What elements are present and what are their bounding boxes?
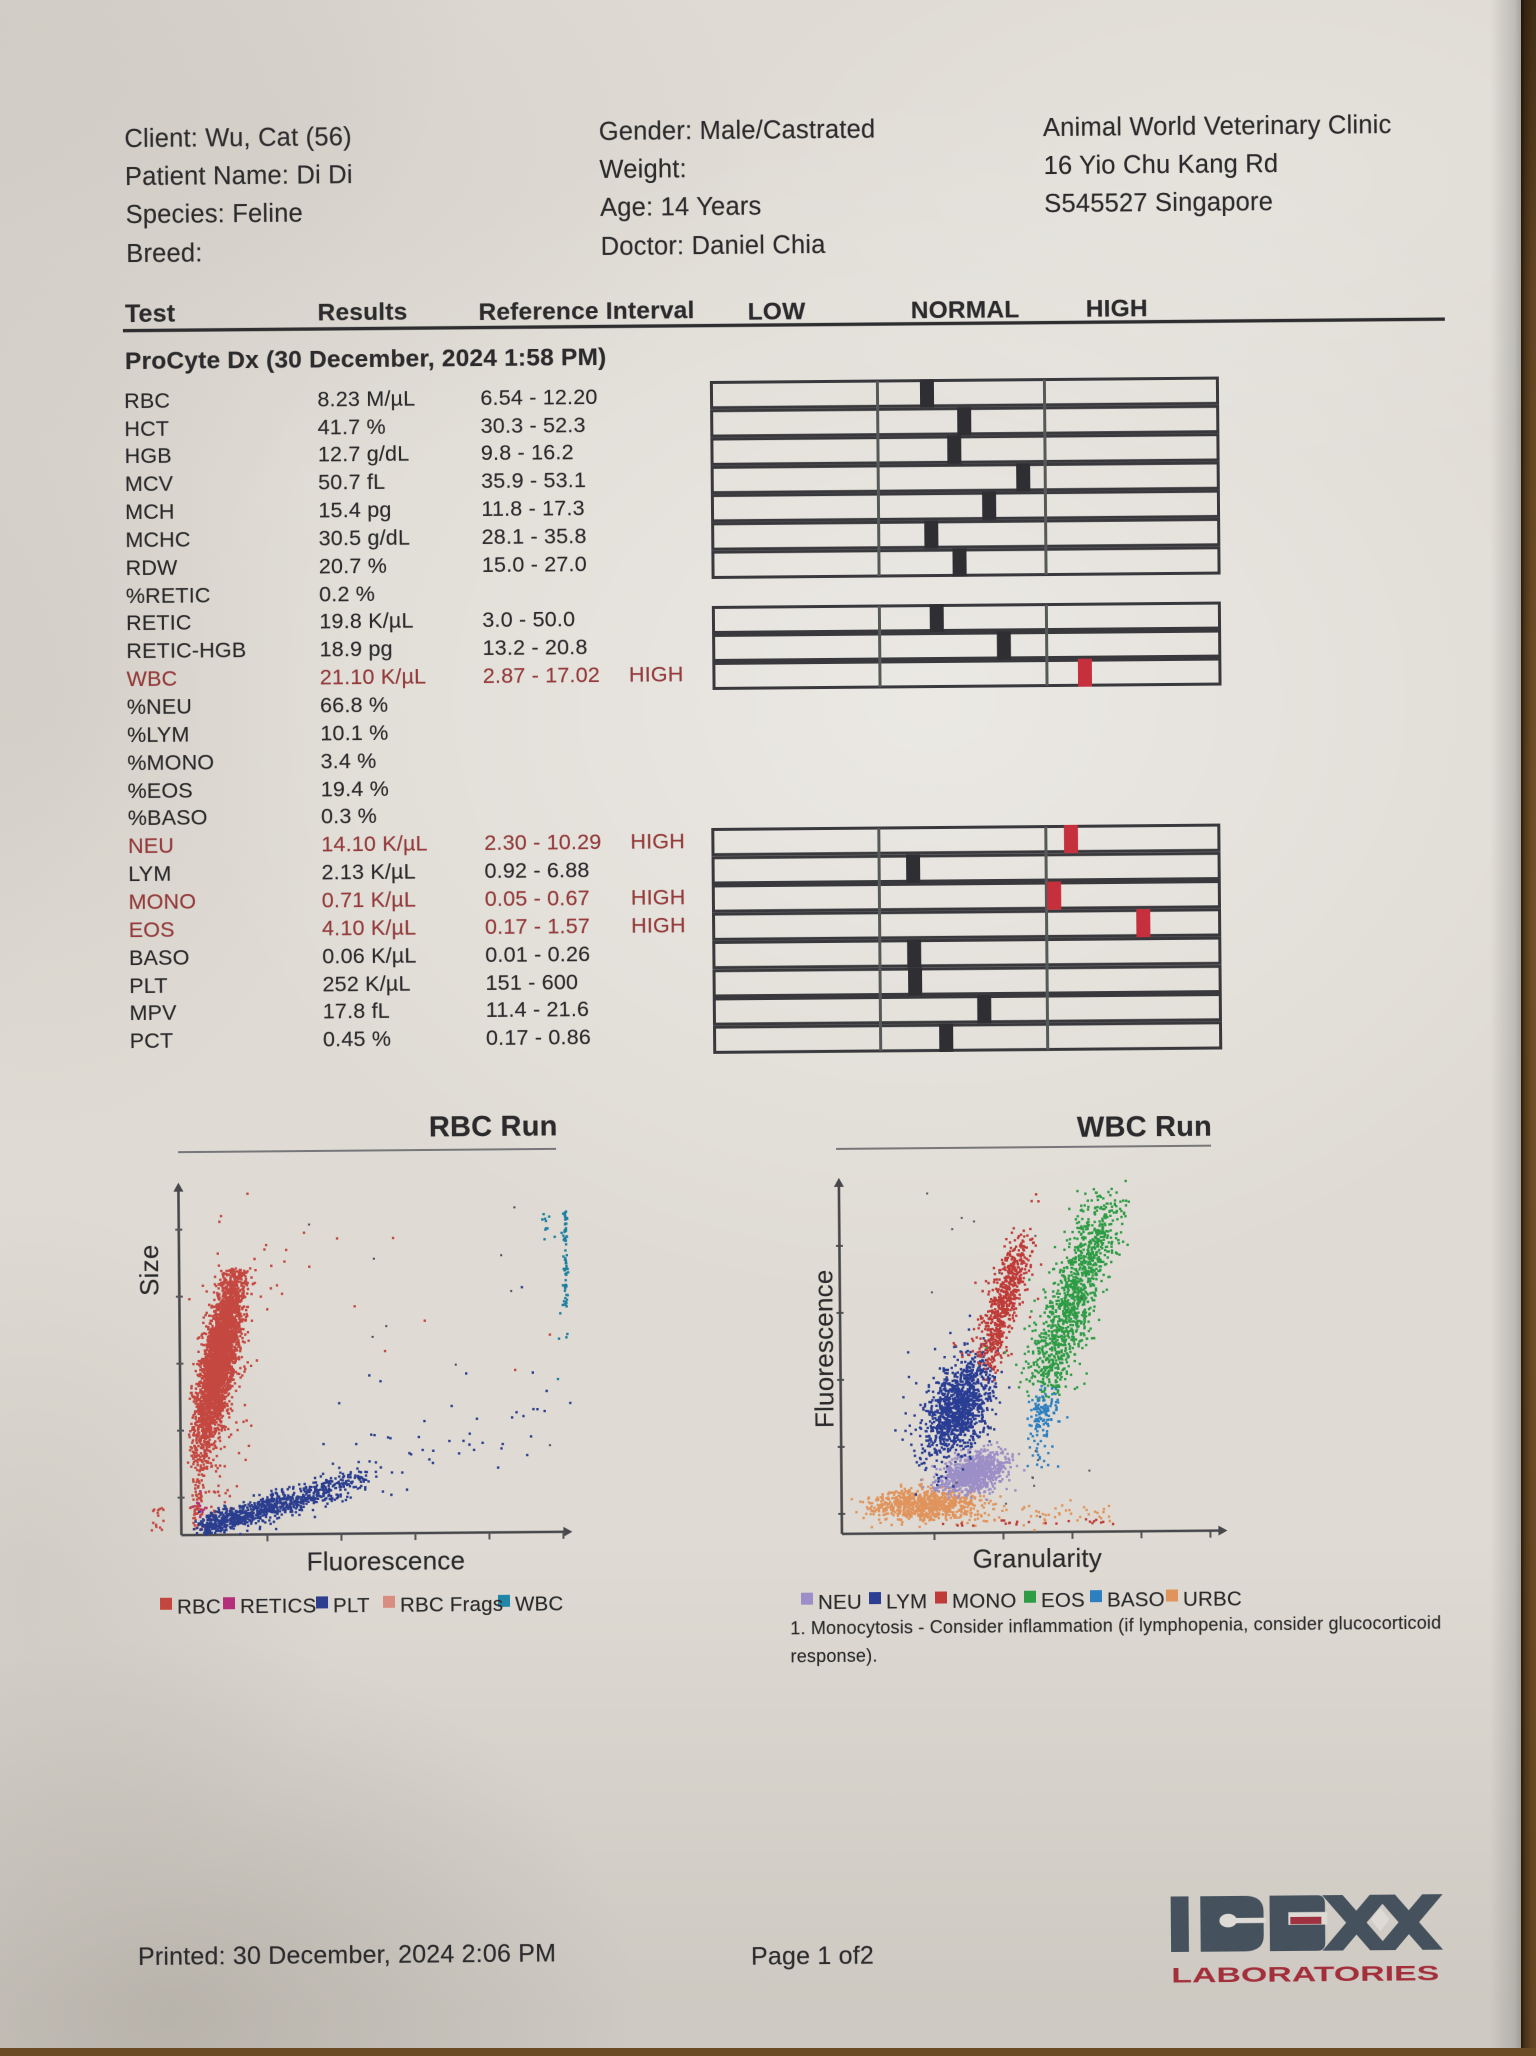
svg-text:LABORATORIES: LABORATORIES xyxy=(1171,1961,1439,1987)
